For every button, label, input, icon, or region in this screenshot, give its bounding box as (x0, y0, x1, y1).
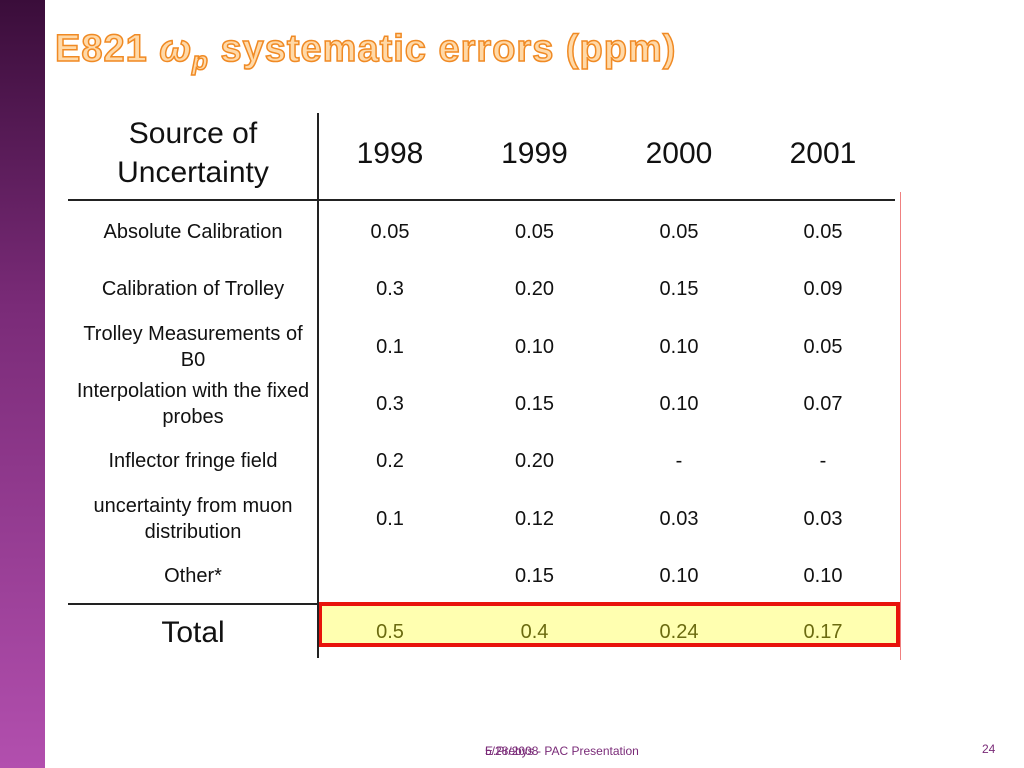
table-cell: - (675, 450, 683, 473)
column-header: 2000 (645, 136, 713, 170)
table-cell: 0.10 (803, 564, 843, 587)
row-label: uncertainty from muon distribution (93, 494, 293, 543)
title-subscript: p (191, 45, 209, 77)
title-text: E821 (54, 27, 160, 71)
table-cell: 0.09 (803, 278, 843, 301)
footer-date: 5/28/2008 (485, 744, 539, 758)
slide-title: E821 ωp systematic errors (ppm) (54, 27, 677, 77)
title-text: systematic errors (ppm) (208, 27, 677, 71)
table-cell: 0.05 (803, 335, 843, 358)
total-cell: 0.17 (803, 621, 843, 643)
table-cell: - (819, 450, 827, 473)
divider (317, 113, 319, 658)
table-cell: 0.2 (376, 450, 404, 473)
table-cell: 0.3 (376, 392, 404, 415)
table-cell: 0.03 (659, 507, 699, 530)
row-header-title: Source of Uncertainty (117, 117, 269, 189)
table-cell: 0.3 (376, 278, 404, 301)
table-cell: 0.05 (803, 221, 843, 243)
column-header: 1999 (501, 136, 568, 170)
table-cell: 0.1 (376, 507, 404, 530)
table-cell: 0.15 (515, 392, 554, 415)
row-label: Interpolation with the fixed probes (76, 379, 310, 428)
total-cell: 0.24 (659, 621, 699, 643)
divider (68, 603, 318, 605)
table-cell: 0.10 (515, 335, 554, 358)
highlight-box (318, 602, 900, 647)
table-cell: 0.20 (515, 278, 554, 301)
row-label: Other* (164, 564, 222, 587)
page-number: 24 (982, 742, 996, 756)
row-label: Inflector fringe field (108, 450, 278, 473)
side-bar (0, 0, 45, 768)
table-cell: 0.07 (803, 392, 843, 415)
row-label: Absolute Calibration (103, 221, 283, 243)
title-symbol: ω (159, 27, 193, 71)
table-cell: 0.03 (803, 507, 843, 530)
footer-presenter: E.Prebys - PAC Presentation (485, 744, 639, 758)
divider (900, 192, 901, 660)
table-cell: 0.05 (515, 221, 554, 243)
total-label: Total (161, 615, 225, 649)
column-header: 1998 (356, 136, 424, 170)
total-cell: 0.4 (520, 621, 549, 643)
total-cell: 0.5 (376, 621, 404, 643)
row-label: Calibration of Trolley (101, 278, 285, 301)
table-cell: 0.12 (515, 507, 554, 530)
column-header: 2001 (789, 136, 857, 170)
table-cell: 0.05 (659, 221, 699, 243)
table-cell: 0.1 (376, 335, 404, 358)
table-cell: 0.15 (515, 564, 554, 587)
row-label: Trolley Measurements of B0 (83, 322, 303, 371)
divider (68, 199, 895, 201)
table-cell: 0.05 (370, 221, 410, 243)
table-cell: 0.20 (515, 450, 554, 473)
table-cell: 0.10 (659, 564, 699, 587)
table-cell: 0.10 (659, 335, 699, 358)
table-cell: 0.10 (659, 392, 699, 415)
table-cell: 0.15 (659, 278, 699, 301)
